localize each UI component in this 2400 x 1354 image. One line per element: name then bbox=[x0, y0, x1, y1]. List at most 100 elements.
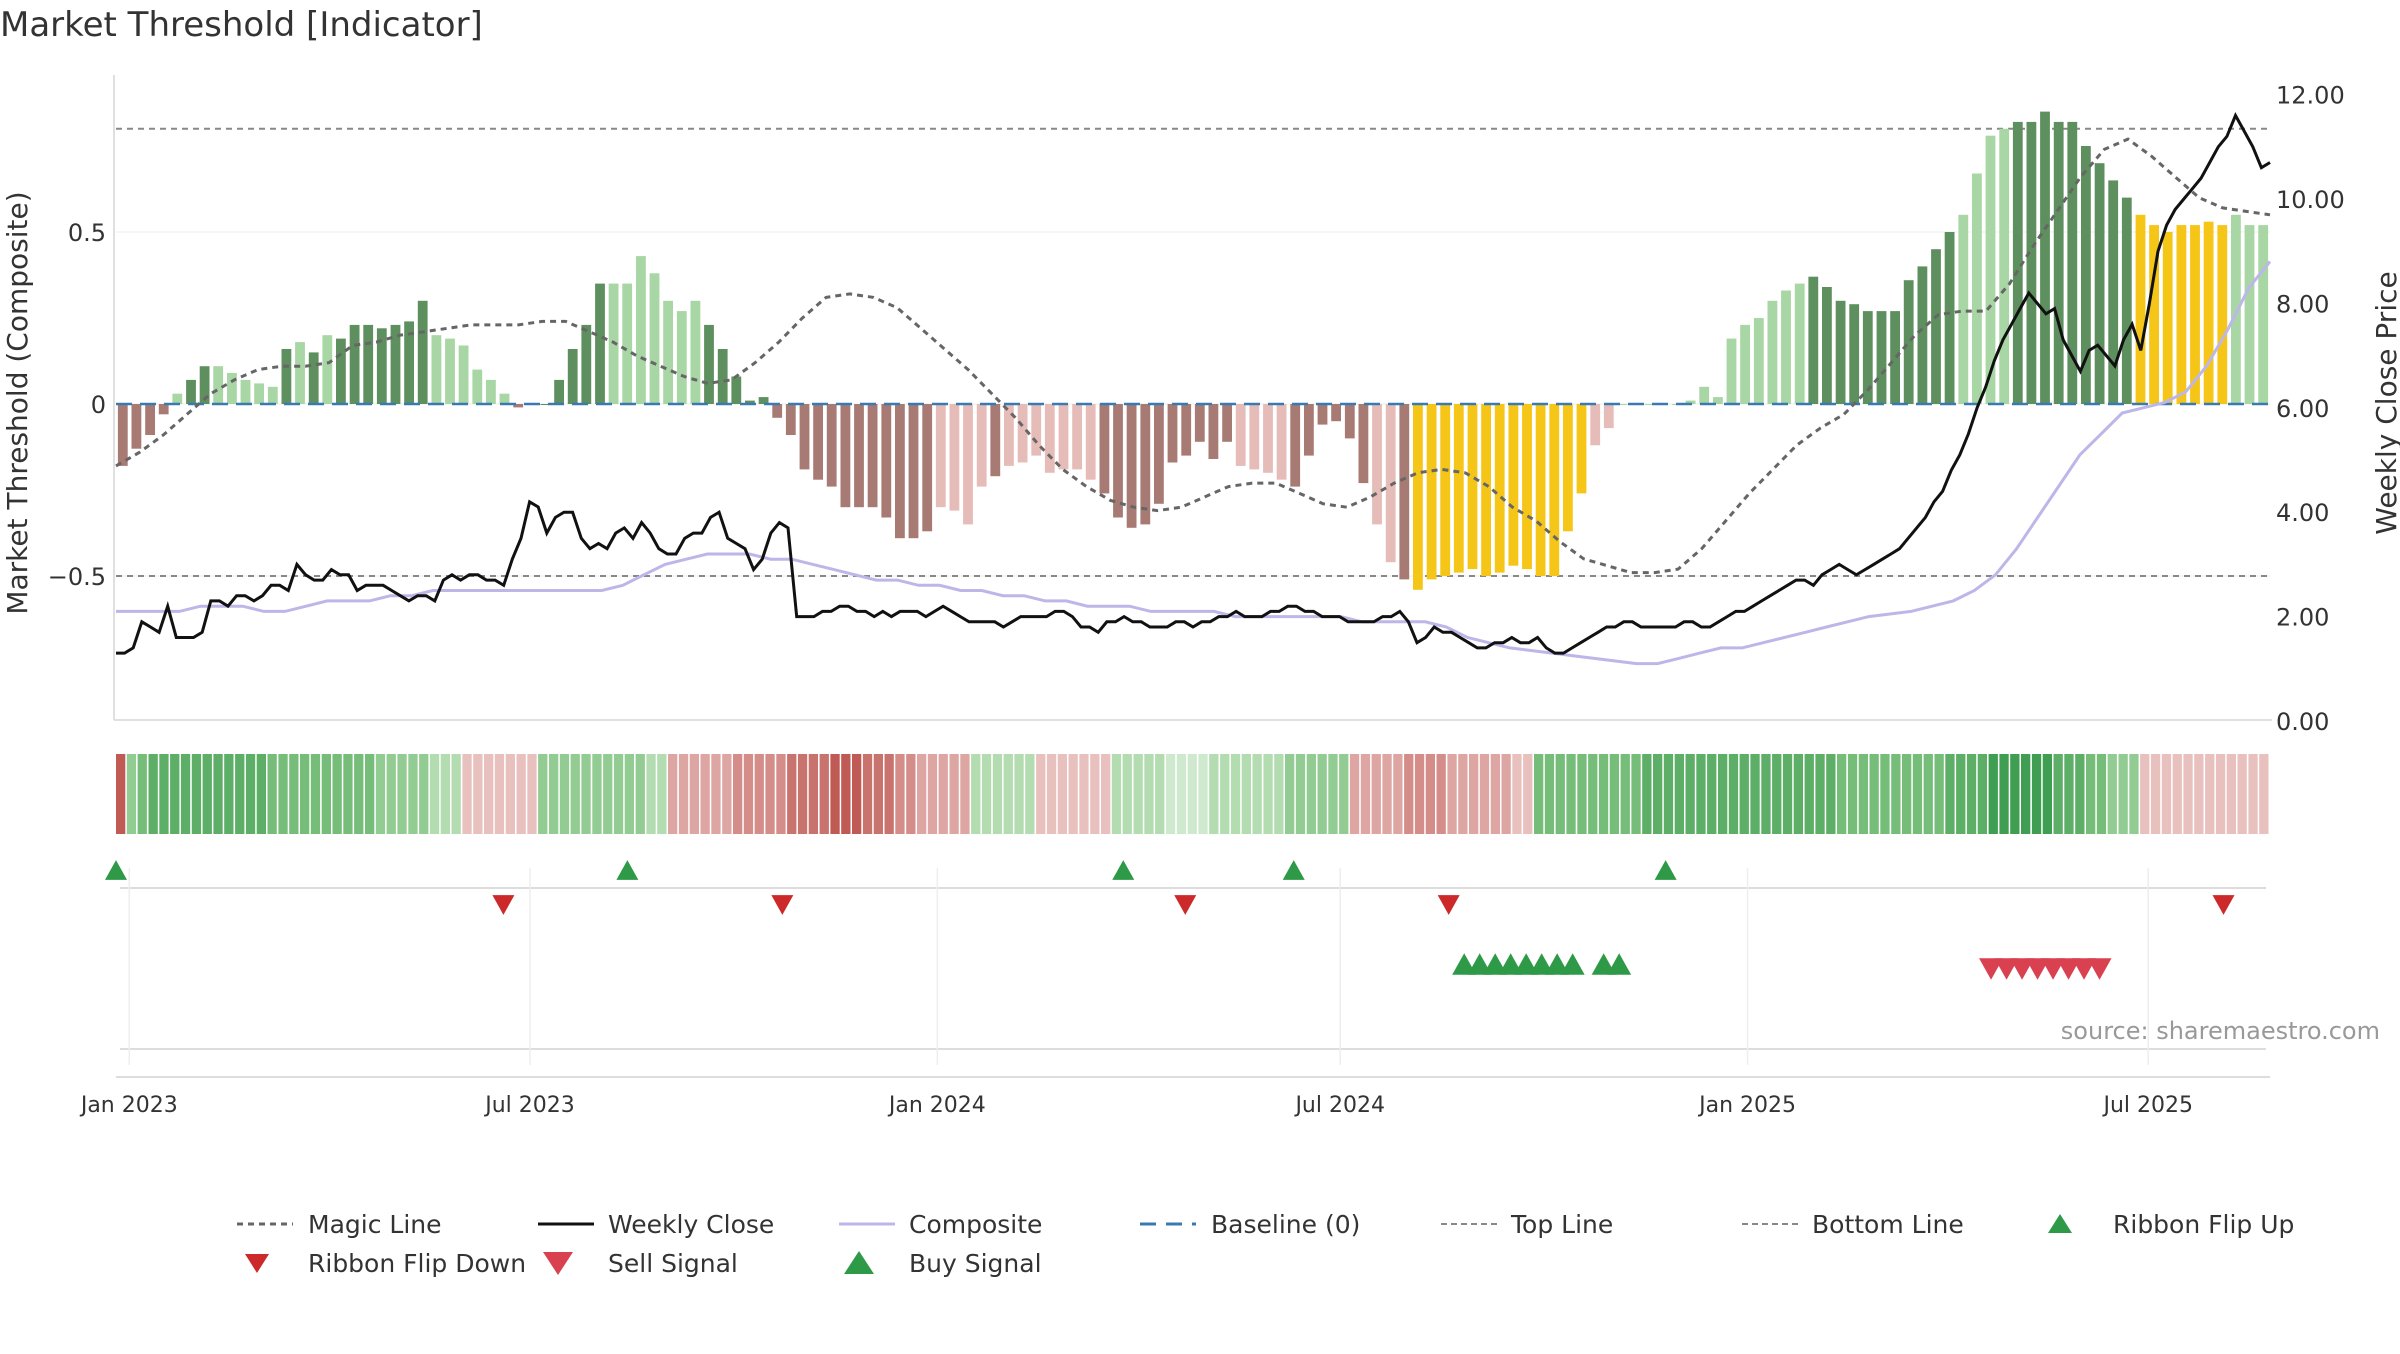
ribbon-cell bbox=[1263, 754, 1273, 834]
ribbon-cell bbox=[527, 754, 537, 834]
composite-bar bbox=[1767, 300, 1778, 404]
ribbon-cell bbox=[2086, 754, 2096, 834]
composite-bar bbox=[949, 404, 960, 511]
ribbon-cell bbox=[1414, 754, 1425, 834]
x-tick-label: Jul 2023 bbox=[483, 1093, 575, 1118]
buy-signal-marker bbox=[1483, 953, 1508, 975]
composite-bar bbox=[554, 379, 564, 404]
ribbon-cell bbox=[343, 754, 353, 834]
composite-bar bbox=[690, 300, 701, 404]
ribbon-cell bbox=[516, 754, 526, 834]
ribbon-cell bbox=[408, 754, 418, 834]
x-tick-label: Jan 2025 bbox=[1697, 1093, 1796, 1118]
buy-signal-marker bbox=[1560, 953, 1585, 975]
x-tick-label: Jul 2025 bbox=[2101, 1093, 2193, 1118]
chart-title: Market Threshold [Indicator] bbox=[0, 5, 483, 45]
composite-bar bbox=[540, 404, 551, 405]
weekly-close-line bbox=[116, 112, 2271, 655]
composite-bar bbox=[1085, 404, 1096, 480]
composite-bar bbox=[922, 404, 933, 532]
ribbon-cell bbox=[321, 754, 331, 834]
legend-swatch-sell bbox=[543, 1252, 573, 1275]
legend-swatch-buy bbox=[844, 1251, 874, 1274]
legend-item: Weekly Close bbox=[538, 1210, 774, 1239]
ribbon-cell bbox=[1469, 754, 1479, 834]
right-tick-label: 8.00 bbox=[2276, 290, 2329, 318]
ribbon-cell bbox=[2248, 754, 2258, 834]
sell-signal-marker bbox=[1994, 958, 2019, 980]
ribbon-cell bbox=[862, 754, 873, 834]
buy-signal-marker bbox=[1467, 953, 1492, 975]
ribbon-cell bbox=[1534, 754, 1544, 834]
ribbon-cell bbox=[1782, 754, 1793, 834]
ribbon-cell bbox=[1404, 754, 1414, 834]
composite-bar bbox=[745, 400, 755, 404]
composite-bar bbox=[1167, 404, 1178, 463]
composite-bar bbox=[1317, 404, 1328, 425]
ribbon-cell bbox=[1750, 754, 1760, 834]
ribbon-cell bbox=[700, 754, 710, 834]
composite-bar bbox=[145, 404, 155, 435]
ribbon-cell bbox=[310, 754, 321, 834]
ribbon-cell bbox=[1988, 754, 1998, 834]
ribbon-cell bbox=[1815, 754, 1825, 834]
ribbon-cell bbox=[1739, 754, 1749, 834]
ribbon-cell bbox=[1306, 754, 1316, 834]
ribbon-cell bbox=[1198, 754, 1208, 834]
composite-bar bbox=[281, 349, 292, 404]
x-tick-label: Jul 2024 bbox=[1293, 1093, 1385, 1118]
right-axis-label: Weekly Close Price bbox=[2370, 271, 2400, 534]
ribbon-cell bbox=[1663, 754, 1674, 834]
right-tick-label: 6.00 bbox=[2276, 395, 2329, 423]
composite-bar bbox=[2026, 121, 2037, 405]
sell-signal-marker bbox=[2041, 958, 2066, 980]
composite-bar bbox=[1781, 290, 1791, 404]
ribbon-cell bbox=[1490, 754, 1500, 834]
ribbon-cell bbox=[2064, 754, 2074, 834]
composite-bar bbox=[1494, 404, 1505, 573]
legend-label: Sell Signal bbox=[608, 1249, 738, 1278]
ribbon-cell bbox=[1772, 754, 1782, 834]
ribbon-cell bbox=[581, 754, 591, 834]
composite-bar bbox=[431, 335, 442, 404]
legend: Magic Line Weekly Close Composite Baseline … bbox=[237, 1210, 2294, 1278]
composite-bar bbox=[1044, 404, 1055, 473]
buy-signal-marker bbox=[1529, 953, 1554, 975]
ribbon-cell bbox=[1111, 754, 1122, 834]
ribbon-cell bbox=[1101, 754, 1111, 834]
ribbon-cell bbox=[1696, 754, 1706, 834]
composite-bar bbox=[2094, 163, 2105, 404]
ribbon-cell bbox=[1155, 754, 1165, 834]
legend-swatch-flip-up bbox=[2048, 1214, 2072, 1233]
ribbon-cell bbox=[1674, 754, 1684, 834]
ribbon-cell bbox=[332, 754, 342, 834]
composite-bar bbox=[2190, 225, 2200, 404]
ribbon-cell bbox=[1620, 754, 1630, 834]
composite-bar bbox=[976, 404, 987, 487]
ribbon-cell bbox=[1003, 754, 1013, 834]
composite-bar bbox=[199, 366, 210, 404]
ribbon-cell bbox=[2194, 754, 2204, 834]
ribbon-cell bbox=[1209, 754, 1219, 834]
ribbon-cell bbox=[202, 754, 212, 834]
composite-bar bbox=[1413, 404, 1423, 590]
ribbon-cell bbox=[1891, 754, 1901, 834]
buy-signal-marker bbox=[1607, 953, 1632, 975]
composite-bar bbox=[1276, 404, 1287, 480]
composite-bar bbox=[1017, 404, 1028, 463]
composite-bar bbox=[513, 404, 524, 408]
composite-bar bbox=[1004, 404, 1014, 466]
ribbon-cell bbox=[1025, 754, 1035, 834]
composite-bar bbox=[2231, 214, 2241, 404]
right-tick-label: 10.00 bbox=[2276, 186, 2345, 214]
legend-label: Composite bbox=[909, 1210, 1042, 1239]
composite-bar bbox=[2067, 121, 2078, 405]
ribbon-cell bbox=[137, 754, 147, 834]
composite-bar bbox=[1235, 404, 1246, 466]
composite-bar bbox=[2217, 225, 2228, 404]
ribbon-panel bbox=[116, 754, 2269, 834]
ribbon-cell bbox=[1858, 754, 1868, 834]
composite-bar bbox=[717, 349, 728, 404]
composite-bar bbox=[1453, 404, 1464, 573]
right-tick-label: 12.00 bbox=[2276, 82, 2345, 110]
